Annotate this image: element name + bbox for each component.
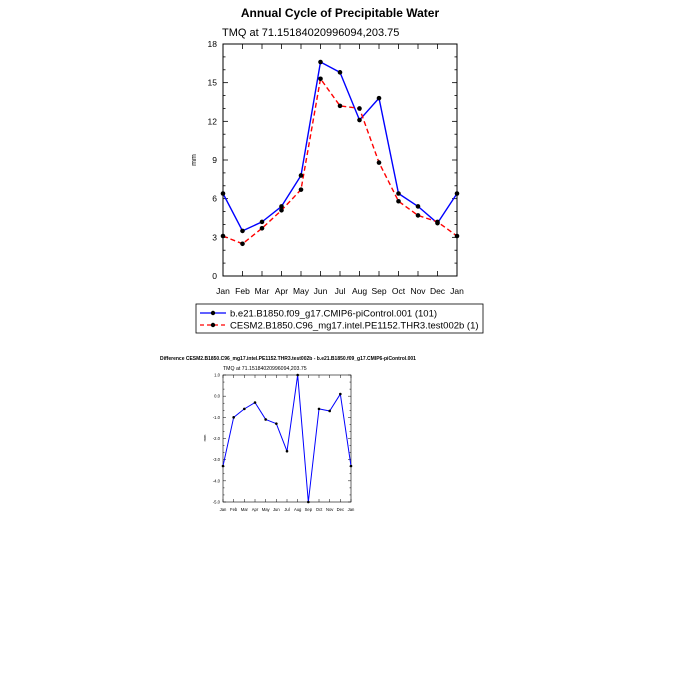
- diff-series-1-point: [317, 407, 321, 411]
- main-series-1-point: [396, 191, 401, 196]
- diff-xtick-label: May: [262, 507, 271, 512]
- legend-label-series-1: b.e21.B1850.f09_g17.CMIP6-piControl.001 …: [230, 309, 437, 320]
- main-xtick-label: Nov: [410, 286, 426, 296]
- diff-ytick-label: 1.0: [214, 372, 220, 377]
- main-series-1-point: [259, 219, 265, 225]
- main-xtick-label: May: [293, 286, 310, 296]
- diff-xtick-label: Jan: [348, 507, 355, 512]
- main-chart-title: Annual Cycle of Precipitable Water: [241, 6, 440, 20]
- diff-series-1-point: [307, 500, 310, 504]
- main-xtick-label: Jul: [335, 286, 346, 296]
- main-xtick-label: Oct: [392, 286, 406, 296]
- diff-xtick-label: Feb: [230, 507, 238, 512]
- difference-y-axis-label: mm: [202, 434, 207, 441]
- diff-series-1-point: [253, 401, 257, 404]
- diff-series-1-point: [275, 422, 278, 425]
- diff-series-1-point: [285, 449, 289, 453]
- main-series-2-point: [435, 219, 440, 225]
- diff-series-1-point: [221, 464, 225, 468]
- diff-series-1-point: [232, 416, 235, 419]
- main-series-2-point: [318, 76, 323, 82]
- main-series-1-point: [318, 59, 323, 65]
- main-y-axis-label: mm: [191, 154, 198, 166]
- main-xtick-label: Jan: [450, 286, 464, 296]
- diff-ytick-label: -4.0: [213, 478, 221, 483]
- main-series-2-point: [415, 213, 421, 218]
- main-series-1-point: [240, 228, 245, 234]
- main-ytick-label: 12: [208, 116, 218, 126]
- diff-series-1-point: [264, 418, 267, 421]
- diff-xtick-label: Jun: [273, 507, 280, 512]
- main-series-1-point: [357, 117, 362, 123]
- diff-series-1-point: [349, 464, 353, 468]
- legend-marker-series-2: [210, 322, 216, 328]
- main-series-1-point: [376, 95, 382, 101]
- diff-xtick-label: Dec: [337, 507, 344, 512]
- diff-series-1-line: [222, 374, 352, 503]
- diff-xtick-label: Sep: [305, 507, 313, 512]
- main-legend-box: [195, 303, 484, 334]
- diff-ytick-label: 0.0: [214, 394, 220, 399]
- main-xtick-label: Sep: [371, 286, 386, 296]
- legend-marker-series-1: [210, 310, 216, 316]
- diff-ytick-label: -5.0: [213, 499, 221, 504]
- main-series-2-point: [279, 207, 284, 213]
- main-xtick-label: Feb: [235, 286, 250, 296]
- difference-chart: Difference CESM2.B1850.C96_mg17.intel.PE…: [160, 356, 416, 512]
- main-series-2-point: [220, 233, 226, 239]
- diff-ytick-label: -1.0: [213, 415, 221, 420]
- diff-xtick-label: Nov: [326, 507, 334, 512]
- main-series-2-point: [259, 226, 265, 231]
- main-xtick-label: Dec: [430, 286, 446, 296]
- diff-ytick-label: -2.0: [213, 436, 221, 441]
- diff-xtick-label: Mar: [241, 507, 249, 512]
- diff-series-1-point: [243, 407, 246, 411]
- main-series-2-point: [454, 233, 460, 239]
- main-series-1-point: [298, 173, 304, 178]
- diff-series-1-point: [339, 392, 342, 396]
- main-series-2-point: [376, 160, 382, 165]
- main-series-2-point: [240, 241, 245, 247]
- main-ytick-label: 0: [212, 271, 217, 281]
- main-series-1-point: [279, 204, 284, 209]
- main-xtick-label: Jun: [314, 286, 328, 296]
- difference-plot-frame: [222, 374, 352, 503]
- main-series-2-line: [222, 78, 458, 245]
- main-series-2-point: [337, 103, 343, 109]
- main-series-2-point: [357, 106, 362, 111]
- main-xtick-label: Mar: [255, 286, 270, 296]
- diff-xtick-label: Oct: [316, 507, 323, 512]
- diff-series-1-point: [296, 373, 299, 377]
- main-legend: b.e21.B1850.f09_g17.CMIP6-piControl.001 …: [195, 303, 484, 334]
- diff-xtick-label: Jan: [220, 507, 227, 512]
- main-series-2-point: [396, 198, 401, 204]
- main-series-2-point: [298, 187, 304, 192]
- main-xtick-label: Jan: [216, 286, 230, 296]
- main-xtick-label: Aug: [352, 286, 367, 296]
- main-ytick-label: 18: [208, 39, 218, 49]
- diff-ytick-label: -3.0: [213, 457, 221, 462]
- legend-label-series-2: CESM2.B1850.C96_mg17.intel.PE1152.THR3.t…: [230, 321, 479, 332]
- diff-series-1-point: [328, 409, 331, 413]
- main-series-1-point: [454, 191, 460, 196]
- diff-xtick-label: Jul: [284, 507, 289, 512]
- main-ytick-label: 15: [208, 78, 218, 88]
- main-ytick-label: 6: [212, 194, 217, 204]
- main-chart-subtitle: TMQ at 71.15184020996094,203.75: [222, 27, 399, 39]
- difference-chart-subtitle: TMQ at 71.15184020996094,203.75: [223, 366, 307, 372]
- diff-xtick-label: Apr: [252, 507, 259, 512]
- main-xtick-label: Apr: [275, 286, 288, 296]
- main-series-1-point: [415, 204, 421, 209]
- main-ytick-label: 9: [212, 155, 217, 165]
- main-series-1-point: [337, 70, 343, 75]
- main-ytick-label: 3: [212, 232, 217, 242]
- diff-xtick-label: Aug: [294, 507, 302, 512]
- main-plot-frame: [222, 43, 458, 277]
- main-chart: Annual Cycle of Precipitable Water TMQ a…: [191, 6, 484, 334]
- difference-chart-title: Difference CESM2.B1850.C96_mg17.intel.PE…: [160, 356, 416, 362]
- main-series-1-line: [222, 61, 458, 232]
- main-series-1-point: [220, 191, 226, 196]
